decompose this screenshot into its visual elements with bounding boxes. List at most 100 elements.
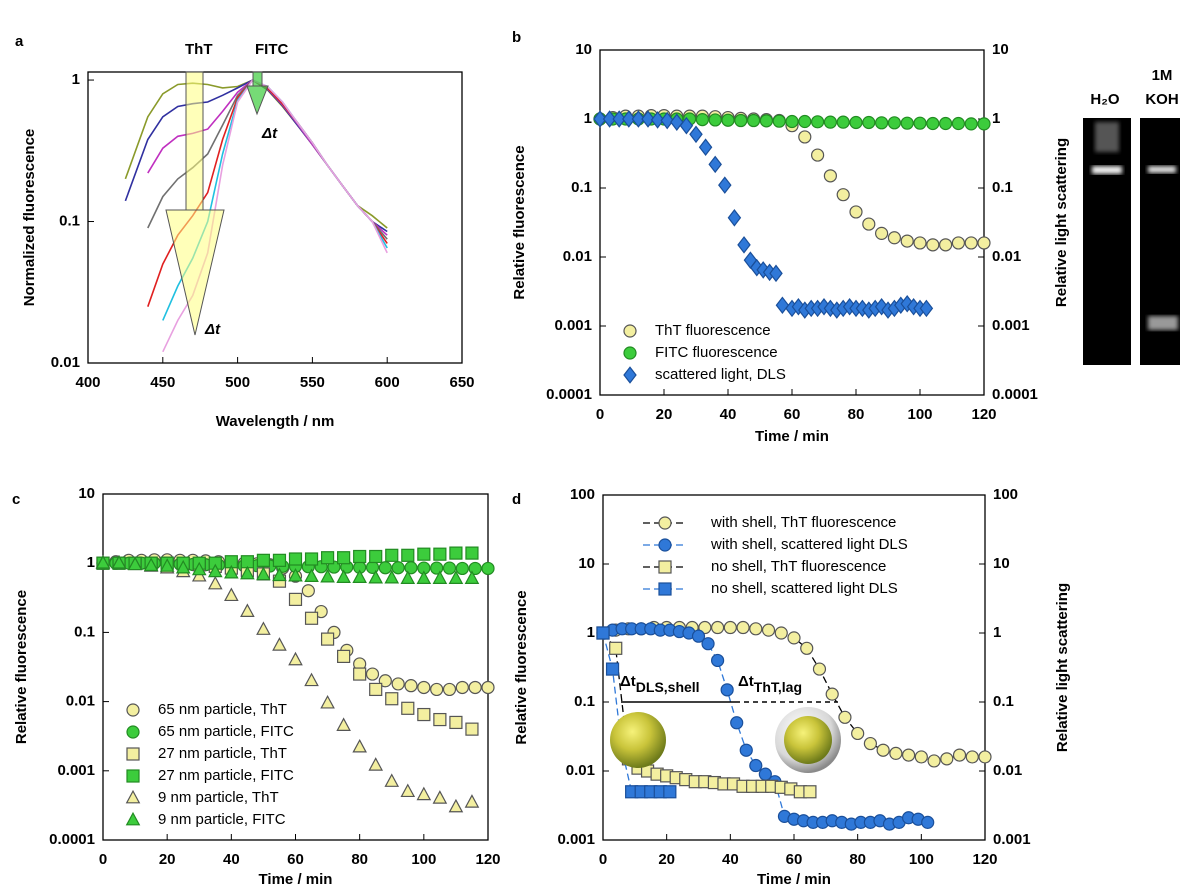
annotation-text: Δt xyxy=(620,673,636,690)
marker xyxy=(718,176,732,194)
marker xyxy=(914,750,928,764)
arrow-shaft xyxy=(185,71,204,211)
x-tick-label: 0 xyxy=(596,406,604,423)
legend-label: 65 nm particle, FITC xyxy=(158,723,294,740)
y2-tick-label: 0.1 xyxy=(992,179,1013,196)
marker xyxy=(191,561,207,576)
marker xyxy=(288,567,303,582)
marker xyxy=(336,717,351,731)
panel-letter: c xyxy=(12,491,20,508)
marker xyxy=(736,620,750,635)
annotation: ΔtDLS,shell xyxy=(620,673,700,695)
marker xyxy=(810,115,825,129)
annotation-text: FITC xyxy=(255,41,288,58)
y-tick-label: 0.1 xyxy=(574,693,595,710)
y-tick-label: 10 xyxy=(578,555,595,572)
y-tick-label: 10 xyxy=(575,41,592,58)
marker xyxy=(730,716,744,730)
marker xyxy=(304,672,319,687)
x-tick-label: 80 xyxy=(849,851,866,868)
marker xyxy=(641,110,655,128)
marker xyxy=(723,620,737,635)
annotation-subscript: ThT,lag xyxy=(754,679,802,695)
marker xyxy=(849,205,863,219)
annotation-text: Δt xyxy=(738,673,754,690)
marker xyxy=(384,773,400,787)
marker xyxy=(708,155,722,174)
marker xyxy=(838,710,852,724)
marker xyxy=(658,582,672,596)
y-tick-label: 0.0001 xyxy=(546,386,592,403)
marker xyxy=(874,297,889,316)
x-tick-label: 500 xyxy=(225,374,250,391)
marker xyxy=(224,564,239,579)
marker xyxy=(631,110,646,128)
marker xyxy=(964,117,978,131)
y-tick-label: 0.01 xyxy=(51,354,80,371)
marker xyxy=(320,551,335,565)
x-tick-label: 650 xyxy=(449,374,474,391)
panel-letter: b xyxy=(512,29,521,46)
marker xyxy=(623,324,637,338)
marker xyxy=(391,561,405,575)
marker xyxy=(701,637,715,651)
gel-smear xyxy=(1095,122,1119,152)
x-tick-label: 60 xyxy=(786,851,803,868)
y2-axis-label: Relative light scattering xyxy=(1054,583,1071,752)
x-tick-label: 0 xyxy=(99,851,107,868)
marker xyxy=(304,568,319,583)
marker xyxy=(404,561,418,575)
marker xyxy=(449,546,463,560)
marker xyxy=(913,236,927,250)
legend-label: no shell, ThT fluorescence xyxy=(711,558,886,575)
marker xyxy=(465,546,479,560)
marker xyxy=(369,549,383,564)
marker xyxy=(803,785,817,799)
marker xyxy=(798,114,812,129)
arrow-shaft xyxy=(252,71,263,87)
x-tick-label: 20 xyxy=(159,851,176,868)
marker xyxy=(301,584,315,598)
y-tick-label: 0.0001 xyxy=(49,831,95,848)
marker xyxy=(401,548,415,562)
gel-lane-label: H₂O xyxy=(1090,91,1119,108)
arrow-head xyxy=(246,85,269,116)
marker xyxy=(256,553,271,567)
annotation: FITC xyxy=(255,41,288,58)
marker xyxy=(465,722,479,736)
marker xyxy=(791,297,806,316)
y2-tick-label: 0.001 xyxy=(993,831,1031,848)
marker xyxy=(862,217,876,231)
panel-letter: a xyxy=(15,33,24,50)
marker xyxy=(926,116,940,131)
marker xyxy=(175,559,191,574)
marker xyxy=(365,667,380,681)
marker xyxy=(851,726,865,741)
marker xyxy=(442,682,457,697)
marker xyxy=(464,570,480,584)
marker xyxy=(365,560,380,574)
marker xyxy=(369,682,383,697)
marker xyxy=(337,551,351,565)
marker xyxy=(401,701,415,715)
plot-frame xyxy=(87,71,463,364)
marker xyxy=(314,604,328,619)
y2-tick-label: 0.0001 xyxy=(992,386,1038,403)
marker xyxy=(977,117,991,131)
marker xyxy=(352,738,367,753)
legend-label: 9 nm particle, ThT xyxy=(158,789,279,806)
marker xyxy=(455,680,469,695)
marker xyxy=(416,786,432,801)
x-axis-label: Wavelength / nm xyxy=(216,413,335,430)
y-tick-label: 0.001 xyxy=(57,762,95,779)
arrow-head xyxy=(165,209,225,336)
marker xyxy=(143,557,159,572)
y2-axis-label: Relative light scattering xyxy=(1053,138,1070,307)
marker xyxy=(417,547,431,561)
marker xyxy=(951,116,966,131)
marker xyxy=(660,111,674,130)
annotation: Δt xyxy=(204,321,221,338)
marker xyxy=(352,569,367,583)
x-axis-label: Time / min xyxy=(757,871,831,888)
